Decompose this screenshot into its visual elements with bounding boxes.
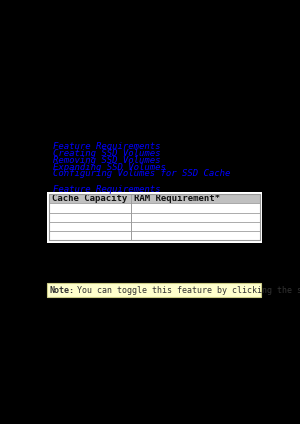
- Text: Feature Requirements: Feature Requirements: [53, 185, 160, 194]
- Bar: [47, 283, 261, 297]
- Bar: [49, 222, 260, 231]
- Text: Cache Capacity: Cache Capacity: [52, 194, 128, 203]
- Text: RAM Requirement*: RAM Requirement*: [134, 194, 220, 203]
- Text: Removing SSD Volumes: Removing SSD Volumes: [53, 156, 160, 165]
- Text: Configuring Volumes for SSD Cache: Configuring Volumes for SSD Cache: [53, 170, 230, 179]
- Bar: [49, 222, 130, 231]
- Bar: [49, 231, 130, 240]
- Bar: [49, 204, 130, 212]
- Text: Note:: Note:: [50, 286, 75, 295]
- Bar: [49, 212, 260, 222]
- Bar: [49, 194, 260, 204]
- Bar: [49, 212, 130, 222]
- Text: You can toggle this feature by clicking the switch button right above "Usage".: You can toggle this feature by clicking …: [72, 286, 300, 295]
- Text: Creating SSD Volumes: Creating SSD Volumes: [53, 149, 160, 158]
- Text: Feature Requirements: Feature Requirements: [53, 142, 160, 151]
- Text: Expanding SSD Volumes: Expanding SSD Volumes: [53, 162, 166, 172]
- Bar: [49, 194, 260, 240]
- Bar: [47, 192, 262, 243]
- Bar: [49, 231, 260, 240]
- Bar: [49, 204, 260, 212]
